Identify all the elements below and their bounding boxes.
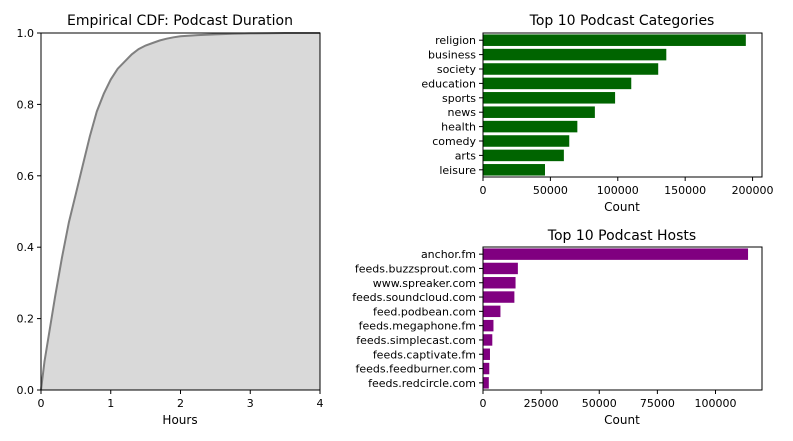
- hosts-category-label: feeds.redcircle.com: [368, 377, 476, 390]
- cdf-title: Empirical CDF: Podcast Duration: [67, 13, 293, 29]
- categories-category-label: education: [421, 77, 476, 90]
- cdf-y-tick-label: 1.0: [17, 27, 35, 40]
- hosts-category-label: feeds.feedburner.com: [355, 363, 476, 376]
- categories-category-label: health: [441, 121, 476, 134]
- cdf-y-tick-label: 0.6: [17, 170, 35, 183]
- categories-category-label: comedy: [432, 135, 476, 148]
- hosts-category-label: feeds.soundcloud.com: [352, 291, 476, 304]
- cdf-y-tick-label: 0.0: [17, 384, 35, 397]
- categories-category-label: business: [428, 49, 476, 62]
- hosts-category-label: feeds.simplecast.com: [356, 334, 476, 347]
- hosts-x-tick-label: 0: [480, 397, 487, 410]
- categories-plot-frame: [482, 32, 763, 178]
- hosts-category-label: www.spreaker.com: [373, 277, 476, 290]
- hosts-category-label: feeds.buzzsprout.com: [355, 262, 476, 275]
- categories-bar: [483, 135, 570, 147]
- cdf-x-tick-label: 3: [247, 397, 254, 410]
- categories-x-tick-label: 150000: [664, 184, 706, 197]
- cdf-y-tick-label: 0.2: [17, 313, 35, 326]
- categories-bar: [483, 77, 632, 90]
- hosts-bar: [483, 305, 501, 318]
- hosts-bar: [483, 362, 490, 375]
- categories-x-tick-label: 200000: [732, 184, 774, 197]
- hosts-bar: [483, 291, 515, 303]
- hosts-chart: Top 10 Podcast Hosts Count anchor.fmfeed…: [352, 228, 763, 427]
- cdf-x-tick-label: 0: [38, 397, 45, 410]
- categories-bar: [483, 48, 667, 61]
- cdf-x-tick-label: 2: [177, 397, 184, 410]
- hosts-bar: [483, 377, 489, 389]
- cdf-y-tick-label: 0.4: [17, 241, 35, 254]
- hosts-plot-frame: [482, 246, 763, 391]
- hosts-x-tick-label: 25000: [524, 397, 559, 410]
- categories-category-label: society: [437, 63, 477, 76]
- cdf-x-tick-label: 4: [317, 397, 324, 410]
- cdf-x-tick-label: 1: [107, 397, 114, 410]
- cdf-area: [41, 33, 320, 390]
- categories-title: Top 10 Podcast Categories: [529, 13, 715, 29]
- categories-category-label: sports: [442, 92, 476, 105]
- cdf-line: [40, 32, 320, 391]
- hosts-bar: [483, 348, 490, 360]
- cdf-chart: Empirical CDF: Podcast Duration Hours 0 1…: [17, 13, 324, 427]
- categories-category-label: news: [448, 106, 477, 119]
- categories-bar: [483, 120, 578, 133]
- categories-bar: [483, 106, 595, 118]
- cdf-y-tick-label: 0.8: [17, 98, 35, 111]
- cdf-x-axis-label: Hours: [162, 413, 197, 427]
- hosts-category-label: feed.podbean.com: [373, 305, 476, 318]
- hosts-category-label: feeds.megaphone.fm: [359, 320, 476, 333]
- categories-x-tick-label: 100000: [597, 184, 639, 197]
- hosts-category-label: feeds.captivate.fm: [373, 348, 476, 361]
- categories-bar: [483, 63, 659, 75]
- categories-category-label: religion: [435, 34, 476, 47]
- categories-bar: [483, 149, 564, 162]
- hosts-bar: [483, 248, 749, 260]
- hosts-title: Top 10 Podcast Hosts: [547, 228, 696, 244]
- hosts-x-tick-label: 75000: [640, 397, 675, 410]
- hosts-bar: [483, 262, 518, 275]
- categories-category-label: leisure: [439, 164, 476, 177]
- categories-x-tick-label: 50000: [533, 184, 568, 197]
- hosts-x-tick-label: 50000: [582, 397, 617, 410]
- hosts-bar: [483, 319, 494, 332]
- hosts-bar: [483, 334, 493, 346]
- categories-x-axis-label: Count: [604, 200, 640, 214]
- hosts-x-axis-label: Count: [604, 413, 640, 427]
- categories-bar: [483, 164, 545, 176]
- hosts-bar: [483, 277, 516, 289]
- categories-category-label: arts: [455, 149, 477, 162]
- categories-bar: [483, 92, 616, 104]
- categories-x-tick-label: 0: [480, 184, 487, 197]
- hosts-x-tick-label: 100000: [695, 397, 737, 410]
- categories-bar: [483, 34, 746, 46]
- hosts-category-label: anchor.fm: [421, 248, 476, 261]
- categories-chart: Top 10 Podcast Categories Count religion…: [421, 13, 773, 214]
